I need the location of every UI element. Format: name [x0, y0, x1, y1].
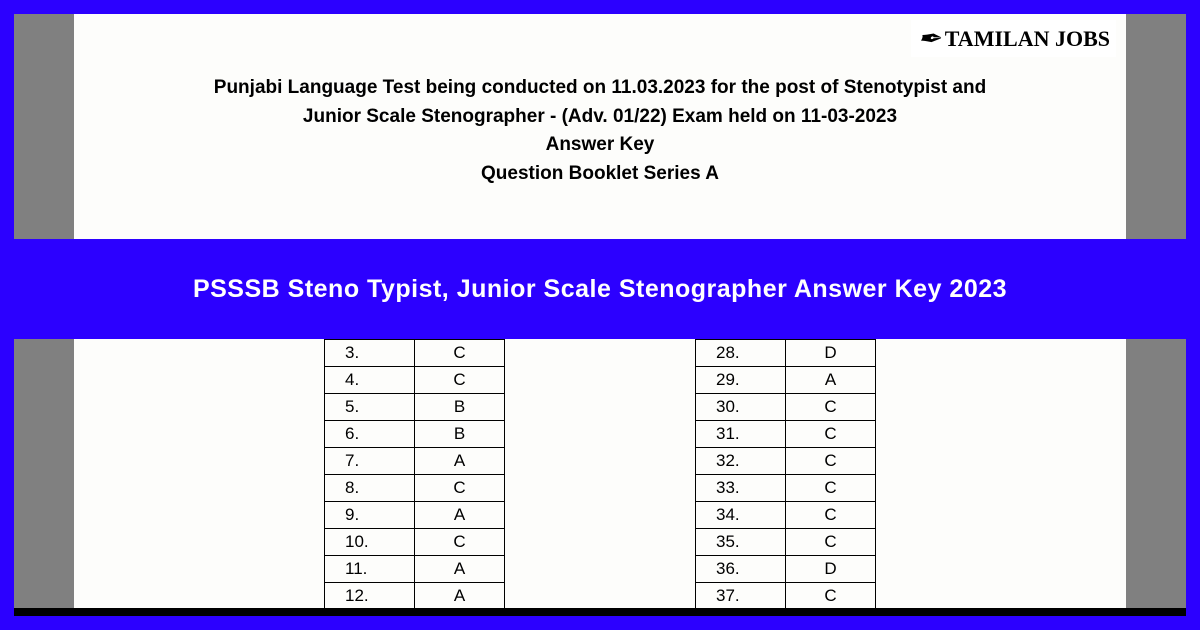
answer-letter: A	[415, 502, 505, 529]
answer-letter: C	[415, 529, 505, 556]
banner-text: PSSSB Steno Typist, Junior Scale Stenogr…	[193, 275, 1007, 304]
table-row: 4.C	[325, 367, 505, 394]
question-number: 31.	[696, 421, 786, 448]
question-number: 8.	[325, 475, 415, 502]
table-row: 37.C	[696, 583, 876, 610]
table-row: 6.B	[325, 421, 505, 448]
question-number: 7.	[325, 448, 415, 475]
question-number: 6.	[325, 421, 415, 448]
header-line-3: Answer Key	[74, 131, 1126, 160]
question-number: 30.	[696, 394, 786, 421]
table-row: 28.D	[696, 340, 876, 367]
logo-text: TAMILAN JOBS	[945, 26, 1110, 52]
answer-letter: B	[415, 394, 505, 421]
answer-letter: A	[786, 367, 876, 394]
title-banner: PSSSB Steno Typist, Junior Scale Stenogr…	[14, 239, 1186, 339]
header-line-2: Junior Scale Stenographer - (Adv. 01/22)…	[74, 103, 1126, 132]
table-row: 34.C	[696, 502, 876, 529]
answer-tables: 3.C4.C5.B6.B7.A8.C9.A10.C11.A12.A 28.D29…	[74, 339, 1126, 610]
content-area: ✒ TAMILAN JOBS Punjabi Language Test bei…	[14, 14, 1186, 616]
table-row: 9.A	[325, 502, 505, 529]
answer-table-right: 28.D29.A30.C31.C32.C33.C34.C35.C36.D37.C	[695, 339, 876, 610]
answer-letter: C	[786, 448, 876, 475]
table-row: 29.A	[696, 367, 876, 394]
question-number: 35.	[696, 529, 786, 556]
answer-letter: D	[786, 340, 876, 367]
answer-letter: C	[415, 367, 505, 394]
document-header: Punjabi Language Test being conducted on…	[74, 74, 1126, 188]
logo-icon: ✒	[917, 22, 940, 55]
question-number: 32.	[696, 448, 786, 475]
table-row: 33.C	[696, 475, 876, 502]
answer-letter: C	[786, 583, 876, 610]
table-row: 5.B	[325, 394, 505, 421]
header-line-1: Punjabi Language Test being conducted on…	[74, 74, 1126, 103]
header-line-4: Question Booklet Series A	[74, 160, 1126, 189]
answer-letter: C	[415, 475, 505, 502]
question-number: 5.	[325, 394, 415, 421]
answer-letter: A	[415, 556, 505, 583]
answer-letter: C	[415, 340, 505, 367]
question-number: 29.	[696, 367, 786, 394]
question-number: 34.	[696, 502, 786, 529]
answer-letter: C	[786, 394, 876, 421]
table-row: 30.C	[696, 394, 876, 421]
brand-logo: ✒ TAMILAN JOBS	[911, 20, 1116, 57]
table-row: 10.C	[325, 529, 505, 556]
question-number: 11.	[325, 556, 415, 583]
table-row: 3.C	[325, 340, 505, 367]
question-number: 3.	[325, 340, 415, 367]
question-number: 33.	[696, 475, 786, 502]
answer-letter: A	[415, 583, 505, 610]
bottom-border	[14, 608, 1186, 616]
question-number: 28.	[696, 340, 786, 367]
table-row: 31.C	[696, 421, 876, 448]
table-row: 35.C	[696, 529, 876, 556]
answer-letter: C	[786, 529, 876, 556]
outer-frame: ✒ TAMILAN JOBS Punjabi Language Test bei…	[0, 0, 1200, 630]
question-number: 4.	[325, 367, 415, 394]
question-number: 9.	[325, 502, 415, 529]
table-row: 7.A	[325, 448, 505, 475]
answer-letter: C	[786, 421, 876, 448]
answer-letter: B	[415, 421, 505, 448]
answer-letter: C	[786, 475, 876, 502]
answer-letter: A	[415, 448, 505, 475]
table-row: 32.C	[696, 448, 876, 475]
question-number: 10.	[325, 529, 415, 556]
question-number: 37.	[696, 583, 786, 610]
answer-letter: C	[786, 502, 876, 529]
answer-letter: D	[786, 556, 876, 583]
question-number: 36.	[696, 556, 786, 583]
table-row: 11.A	[325, 556, 505, 583]
table-row: 12.A	[325, 583, 505, 610]
answer-table-left: 3.C4.C5.B6.B7.A8.C9.A10.C11.A12.A	[324, 339, 505, 610]
question-number: 12.	[325, 583, 415, 610]
table-row: 8.C	[325, 475, 505, 502]
table-row: 36.D	[696, 556, 876, 583]
